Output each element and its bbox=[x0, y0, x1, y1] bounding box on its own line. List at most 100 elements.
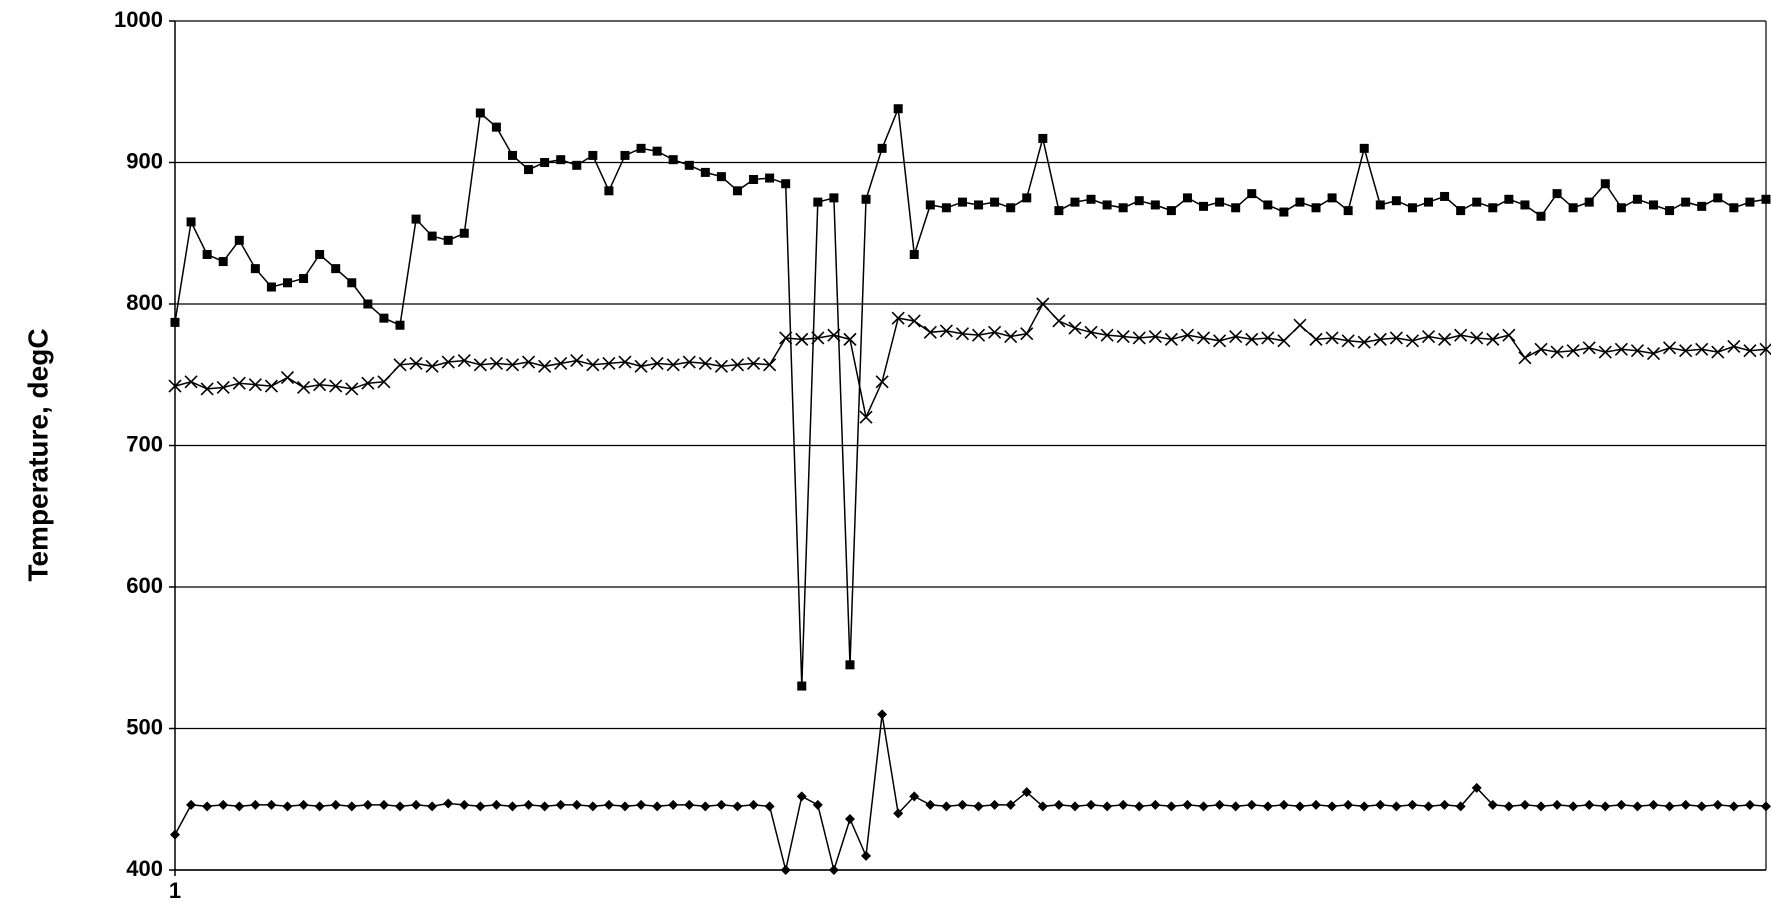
diamond-marker bbox=[764, 801, 775, 812]
x-marker bbox=[1759, 342, 1771, 356]
square-marker bbox=[556, 155, 566, 165]
square-marker bbox=[1424, 197, 1434, 207]
square-marker bbox=[700, 167, 710, 177]
diamond-marker bbox=[700, 801, 711, 812]
x-marker bbox=[714, 359, 728, 373]
x-marker bbox=[1020, 327, 1034, 341]
diamond-marker bbox=[684, 799, 695, 810]
square-marker bbox=[1456, 206, 1466, 216]
x-marker bbox=[1454, 328, 1468, 342]
diamond-marker bbox=[748, 799, 759, 810]
diamond-marker bbox=[1503, 801, 1514, 812]
diamond-marker bbox=[218, 799, 229, 810]
diamond-marker bbox=[411, 799, 422, 810]
square-marker bbox=[1327, 193, 1337, 203]
diamond-marker bbox=[1359, 801, 1370, 812]
square-marker bbox=[1134, 196, 1144, 206]
square-marker bbox=[1391, 196, 1401, 206]
x-marker bbox=[1100, 328, 1114, 342]
diamond-marker bbox=[925, 799, 936, 810]
y-tick-label: 900 bbox=[126, 148, 163, 173]
diamond-marker bbox=[796, 791, 807, 802]
diamond-marker bbox=[330, 799, 341, 810]
diamond-marker bbox=[1584, 799, 1595, 810]
diamond-marker bbox=[1327, 801, 1338, 812]
x-marker bbox=[505, 358, 520, 372]
x-marker bbox=[907, 314, 921, 328]
diamond-marker bbox=[957, 799, 968, 810]
diamond-marker bbox=[812, 799, 823, 810]
square-marker bbox=[1729, 203, 1739, 213]
square-marker bbox=[716, 172, 726, 182]
diamond-marker bbox=[1086, 799, 1097, 810]
square-marker bbox=[315, 249, 325, 259]
x-marker bbox=[232, 376, 246, 390]
x-marker bbox=[1518, 351, 1532, 365]
y-tick-label: 400 bbox=[126, 856, 163, 881]
square-marker bbox=[732, 186, 742, 196]
series-line bbox=[174, 302, 1767, 420]
x-marker bbox=[361, 376, 375, 390]
diamond-marker bbox=[828, 865, 839, 875]
square-marker bbox=[1102, 200, 1112, 210]
x-marker bbox=[1245, 332, 1259, 346]
x-marker bbox=[618, 355, 632, 369]
diamond-marker bbox=[1519, 799, 1530, 810]
square-marker bbox=[1182, 193, 1192, 203]
square-marker bbox=[186, 217, 196, 227]
diamond-marker bbox=[362, 799, 373, 810]
diamond-marker bbox=[1761, 801, 1771, 812]
square-marker bbox=[1472, 197, 1482, 207]
square-marker bbox=[395, 320, 405, 330]
y-tick-label: 1000 bbox=[114, 7, 163, 32]
diamond-marker bbox=[1616, 799, 1627, 810]
x-marker bbox=[377, 375, 391, 389]
square-marker bbox=[572, 160, 582, 170]
x-marker bbox=[1598, 345, 1612, 359]
x-marker bbox=[1534, 342, 1548, 356]
x-marker bbox=[666, 358, 680, 372]
diamond-marker bbox=[619, 801, 630, 812]
square-marker bbox=[925, 200, 935, 210]
x-marker bbox=[682, 355, 696, 369]
square-marker bbox=[1022, 193, 1032, 203]
diamond-marker bbox=[1294, 801, 1305, 812]
square-marker bbox=[588, 150, 598, 160]
diamond-marker bbox=[202, 801, 213, 812]
square-marker bbox=[266, 282, 276, 292]
diamond-marker bbox=[1648, 799, 1659, 810]
diamond-marker bbox=[1102, 801, 1113, 812]
x-marker bbox=[473, 358, 487, 372]
square-marker bbox=[909, 249, 919, 259]
x-marker bbox=[1389, 331, 1403, 345]
square-marker bbox=[1054, 206, 1064, 216]
square-marker bbox=[957, 197, 967, 207]
y-tick-label: 700 bbox=[126, 431, 163, 456]
diamond-marker bbox=[780, 865, 791, 875]
x-marker bbox=[971, 328, 986, 342]
x-marker bbox=[1164, 332, 1178, 346]
diamond-marker bbox=[1536, 801, 1547, 812]
diamond-marker bbox=[1262, 801, 1273, 812]
diamond-marker bbox=[973, 801, 984, 812]
diamond-marker bbox=[346, 801, 357, 812]
x-marker bbox=[1277, 334, 1291, 348]
x-marker bbox=[1679, 344, 1693, 358]
x-marker bbox=[1213, 334, 1227, 348]
square-marker bbox=[877, 143, 887, 153]
diamond-marker bbox=[989, 799, 1000, 810]
diamond-marker bbox=[523, 799, 534, 810]
square-marker bbox=[845, 660, 855, 670]
diamond-marker bbox=[1375, 799, 1386, 810]
y-tick-label: 500 bbox=[126, 714, 163, 739]
square-marker bbox=[797, 681, 807, 691]
square-marker bbox=[1038, 133, 1048, 143]
square-marker bbox=[1504, 194, 1514, 204]
square-marker bbox=[1568, 203, 1578, 213]
square-marker bbox=[347, 278, 357, 288]
x-marker bbox=[1325, 331, 1339, 345]
diamond-marker bbox=[1455, 801, 1466, 812]
square-marker bbox=[861, 194, 871, 204]
x-marker bbox=[1727, 339, 1741, 354]
diamond-marker bbox=[668, 799, 679, 810]
